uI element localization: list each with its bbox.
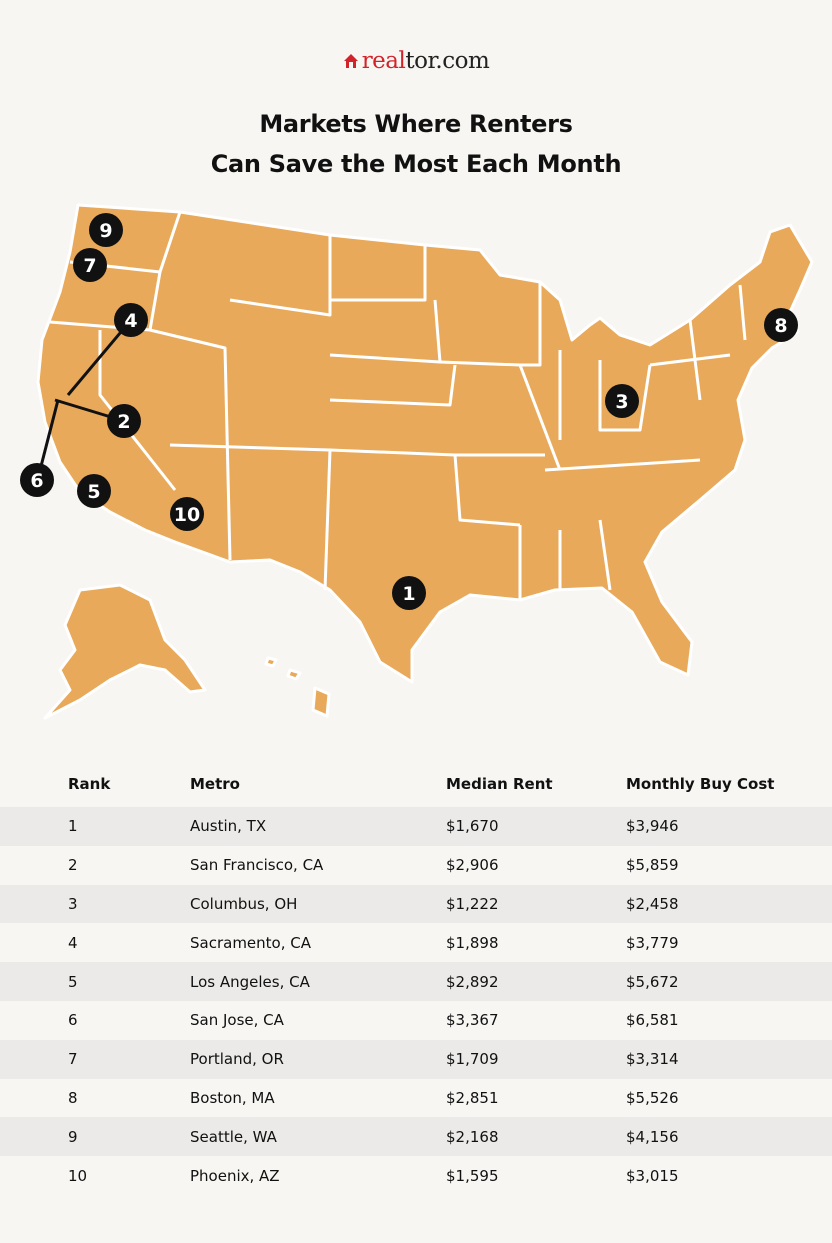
cell-monthly-buy-cost: $4,156 [626,1127,679,1146]
map-marker-1: 1 [392,576,426,610]
marker-circle [392,576,426,610]
cell-monthly-buy-cost: $6,581 [626,1011,679,1030]
cell-median-rent: $2,851 [446,1088,499,1107]
page-title: Markets Where Renters Can Save the Most … [0,104,832,184]
marker-label: 5 [87,481,100,503]
marker-label: 3 [615,391,628,413]
cell-metro: Los Angeles, CA [190,972,310,991]
cell-metro: San Jose, CA [190,1011,284,1030]
header-median-rent: Median Rent [446,774,553,793]
cell-median-rent: $2,892 [446,972,499,991]
cell-monthly-buy-cost: $5,672 [626,972,679,991]
table-row: 4 Sacramento, CA $1,898 $3,779 [0,923,832,962]
realtor-logo: realtor.com [0,48,832,74]
cell-median-rent: $3,367 [446,1011,499,1030]
table-row: 2 San Francisco, CA $2,906 $5,859 [0,846,832,885]
marker-circle [89,213,123,247]
map-marker-2: 2 [107,404,141,438]
marker-circle [107,404,141,438]
map-marker-7: 7 [73,248,107,282]
table-row: 5 Los Angeles, CA $2,892 $5,672 [0,962,832,1001]
state-borders [49,211,747,600]
hawaii [264,656,331,718]
marker-label: 9 [99,220,112,242]
cell-rank: 4 [68,933,78,952]
cell-rank: 3 [68,894,78,913]
cell-rank: 10 [68,1166,88,1185]
marker-label: 4 [124,310,137,332]
cell-monthly-buy-cost: $3,314 [626,1050,679,1069]
cell-rank: 5 [68,972,78,991]
marker-circle [77,474,111,508]
cell-monthly-buy-cost: $5,859 [626,856,679,875]
cell-median-rent: $2,906 [446,856,499,875]
header-metro: Metro [190,774,240,793]
map-marker-3: 3 [605,384,639,418]
cell-metro: San Francisco, CA [190,856,324,875]
marker-circle [114,303,148,337]
map-marker-9: 9 [89,213,123,247]
marker-label: 1 [402,583,415,605]
cell-rank: 9 [68,1127,78,1146]
map-marker-8: 8 [764,308,798,342]
rankings-table: Rank Metro Median Rent Monthly Buy Cost … [0,760,832,1195]
cell-metro: Sacramento, CA [190,933,311,952]
cell-median-rent: $1,709 [446,1050,499,1069]
cell-monthly-buy-cost: $2,458 [626,894,679,913]
cell-monthly-buy-cost: $3,946 [626,817,679,836]
marker-circle [605,384,639,418]
map-marker-4: 4 [114,303,148,337]
table-row: 9 Seattle, WA $2,168 $4,156 [0,1117,832,1157]
table-row: 7 Portland, OR $1,709 $3,314 [0,1039,832,1079]
marker-label: 7 [83,255,96,277]
logo-text-tor: tor.com [405,48,490,74]
header-rank: Rank [68,774,111,793]
marker-circle [170,497,204,531]
cell-median-rent: $1,222 [446,894,499,913]
cell-monthly-buy-cost: $3,779 [626,933,679,952]
table-row: 3 Columbus, OH $1,222 $2,458 [0,884,832,924]
cell-rank: 6 [68,1011,78,1030]
us-map: 1 2 3 4 5 6 7 8 9 10 [20,203,814,720]
cell-median-rent: $1,670 [446,817,499,836]
cell-metro: Columbus, OH [190,894,298,913]
marker-label: 8 [774,315,787,337]
cell-metro: Portland, OR [190,1050,284,1069]
house-icon [343,54,358,68]
title-line-2: Can Save the Most Each Month [210,150,622,178]
map-marker-5: 5 [77,474,111,508]
table-header: Rank Metro Median Rent Monthly Buy Cost [0,760,832,807]
cell-monthly-buy-cost: $3,015 [626,1166,679,1185]
cell-metro: Phoenix, AZ [190,1166,280,1185]
table-row: 10 Phoenix, AZ $1,595 $3,015 [0,1156,832,1195]
cell-median-rent: $1,595 [446,1166,499,1185]
title-line-1: Markets Where Renters [259,110,573,138]
cell-metro: Austin, TX [190,817,267,836]
marker-circle [73,248,107,282]
cell-rank: 1 [68,817,78,836]
marker-circle [764,308,798,342]
cell-rank: 7 [68,1050,78,1069]
cell-metro: Seattle, WA [190,1127,277,1146]
cell-monthly-buy-cost: $5,526 [626,1088,679,1107]
marker-circle [20,463,54,497]
cell-metro: Boston, MA [190,1088,275,1107]
marker-label: 10 [174,504,200,526]
contiguous-us [36,203,814,684]
table-row: 8 Boston, MA $2,851 $5,526 [0,1079,832,1118]
header-monthly-buy-cost: Monthly Buy Cost [626,774,775,793]
logo-text-real: real [361,48,406,74]
cell-rank: 2 [68,856,78,875]
table-row: 6 San Jose, CA $3,367 $6,581 [0,1001,832,1040]
map-marker-6: 6 [20,463,54,497]
marker-label: 2 [117,411,130,433]
marker-label: 6 [30,470,43,492]
cell-median-rent: $2,168 [446,1127,499,1146]
map-marker-10: 10 [170,497,204,531]
table-row: 1 Austin, TX $1,670 $3,946 [0,807,832,846]
cell-rank: 8 [68,1088,78,1107]
cell-median-rent: $1,898 [446,933,499,952]
alaska [43,583,207,720]
